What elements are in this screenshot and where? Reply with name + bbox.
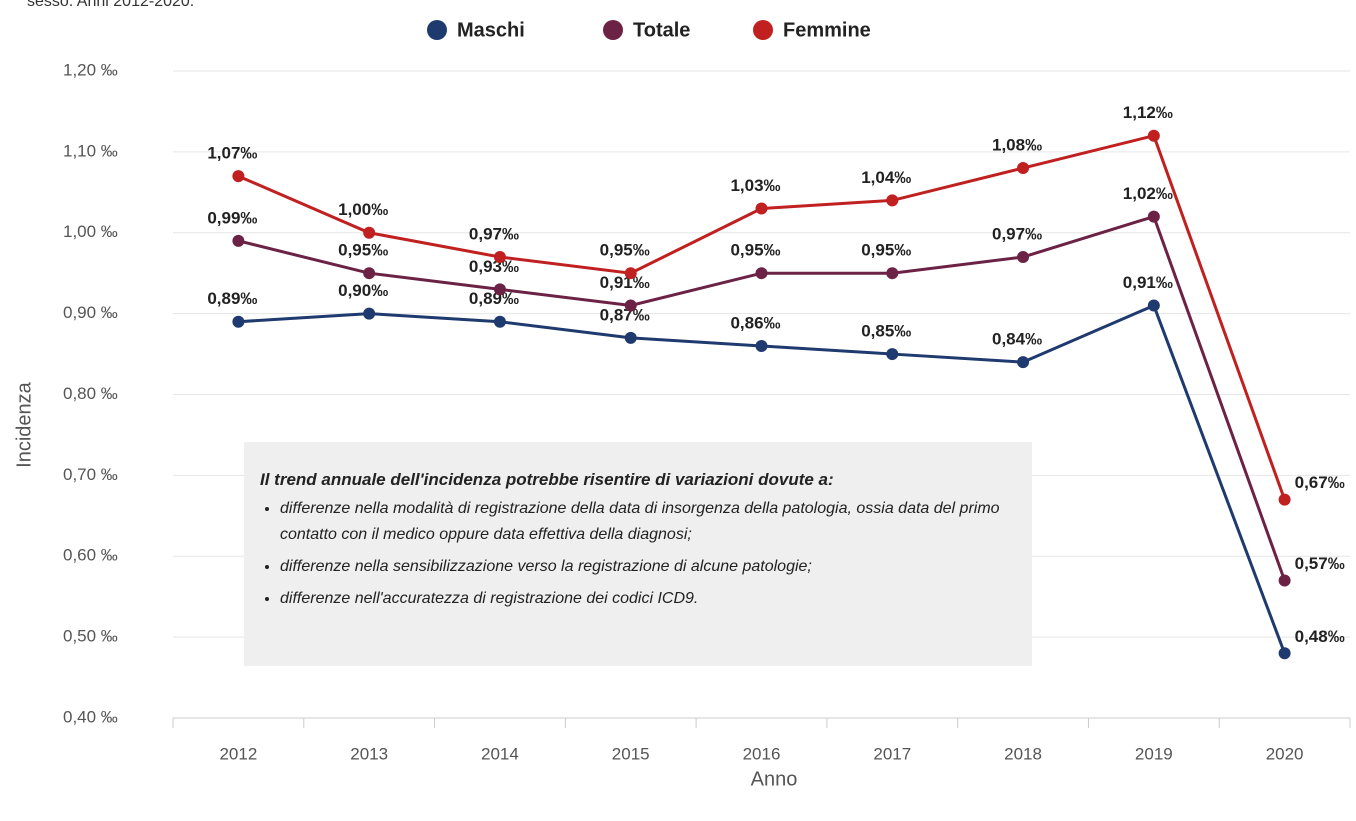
data-label: 0,91‰ [600, 273, 650, 292]
point [755, 267, 768, 280]
legend-marker [603, 20, 623, 40]
legend-marker [427, 20, 447, 40]
data-label: 0,86‰ [730, 313, 780, 332]
data-label: 0,95‰ [600, 241, 650, 260]
y-tick-label: 0,70 ‰ [63, 465, 118, 484]
point [1147, 299, 1160, 312]
point [886, 267, 899, 280]
data-label: 0,99‰ [207, 208, 257, 227]
data-label: 1,00‰ [338, 200, 388, 219]
x-tick-label: 2013 [350, 744, 388, 763]
x-tick-label: 2020 [1266, 744, 1304, 763]
y-tick-label: 0,60 ‰ [63, 546, 118, 565]
data-label: 0,89‰ [469, 289, 519, 308]
y-axis-title: Incidenza [13, 381, 35, 467]
data-label: 0,93‰ [469, 257, 519, 276]
data-label: 1,12‰ [1123, 103, 1173, 122]
point [493, 315, 506, 328]
point [1278, 647, 1291, 660]
legend-label: Femmine [783, 19, 871, 41]
annotation-item: differenze nella modalità di registrazio… [280, 496, 1016, 548]
data-label: 0,97‰ [469, 224, 519, 243]
y-tick-label: 1,00 ‰ [63, 222, 118, 241]
point [1017, 162, 1030, 175]
point [493, 251, 506, 264]
x-tick-label: 2017 [873, 744, 911, 763]
data-label: 1,07‰ [207, 144, 257, 163]
point [624, 299, 637, 312]
x-tick-label: 2015 [612, 744, 650, 763]
point [1017, 251, 1030, 264]
y-tick-label: 0,50 ‰ [63, 627, 118, 646]
point [493, 283, 506, 296]
annotation-box: Il trend annuale dell'incidenza potrebbe… [244, 442, 1032, 666]
x-tick-label: 2012 [219, 744, 257, 763]
x-tick-label: 2014 [481, 744, 519, 763]
annotation-item: differenze nella sensibilizzazione verso… [280, 554, 1016, 580]
legend-marker [753, 20, 773, 40]
point [363, 267, 376, 280]
data-label: 0,89‰ [207, 289, 257, 308]
point [1147, 210, 1160, 223]
data-label: 1,08‰ [992, 136, 1042, 155]
y-tick-label: 0,80 ‰ [63, 384, 118, 403]
subtitle: sesso. Anni 2012-2020. [27, 0, 194, 10]
point [232, 170, 245, 183]
x-axis-title: Anno [751, 768, 798, 790]
data-label: 1,04‰ [861, 168, 911, 187]
annotation-item: differenze nell'accuratezza di registraz… [280, 586, 1016, 612]
point [363, 307, 376, 320]
point [1278, 574, 1291, 587]
data-label: 0,57‰ [1295, 554, 1345, 573]
x-tick-label: 2016 [743, 744, 781, 763]
data-label: 0,48‰ [1295, 627, 1345, 646]
y-tick-label: 0,90 ‰ [63, 303, 118, 322]
data-label: 0,95‰ [730, 241, 780, 260]
point [624, 331, 637, 344]
data-label: 0,95‰ [861, 241, 911, 260]
data-label: 0,67‰ [1295, 473, 1345, 492]
legend-label: Maschi [457, 19, 525, 41]
data-label: 0,90‰ [338, 281, 388, 300]
point [755, 202, 768, 215]
data-label: 0,84‰ [992, 330, 1042, 349]
x-tick-label: 2019 [1135, 744, 1173, 763]
data-label: 0,95‰ [338, 241, 388, 260]
point [232, 234, 245, 247]
annotation-list: differenze nella modalità di registrazio… [260, 496, 1016, 612]
point [886, 194, 899, 207]
data-label: 0,91‰ [1123, 273, 1173, 292]
y-tick-label: 1,20 ‰ [63, 60, 118, 79]
point [624, 267, 637, 280]
data-label: 1,03‰ [730, 176, 780, 195]
data-label: 1,02‰ [1123, 184, 1173, 203]
point [1147, 129, 1160, 142]
point [755, 339, 768, 352]
point [1017, 356, 1030, 369]
data-label: 0,97‰ [992, 224, 1042, 243]
x-tick-label: 2018 [1004, 744, 1042, 763]
data-label: 0,87‰ [600, 305, 650, 324]
y-tick-label: 1,10 ‰ [63, 141, 118, 160]
point [1278, 493, 1291, 506]
data-label: 0,85‰ [861, 322, 911, 341]
legend-label: Totale [633, 19, 690, 41]
point [363, 226, 376, 239]
point [886, 348, 899, 361]
annotation-title: Il trend annuale dell'incidenza potrebbe… [260, 470, 834, 489]
point [232, 315, 245, 328]
y-tick-label: 0,40 ‰ [63, 707, 118, 726]
